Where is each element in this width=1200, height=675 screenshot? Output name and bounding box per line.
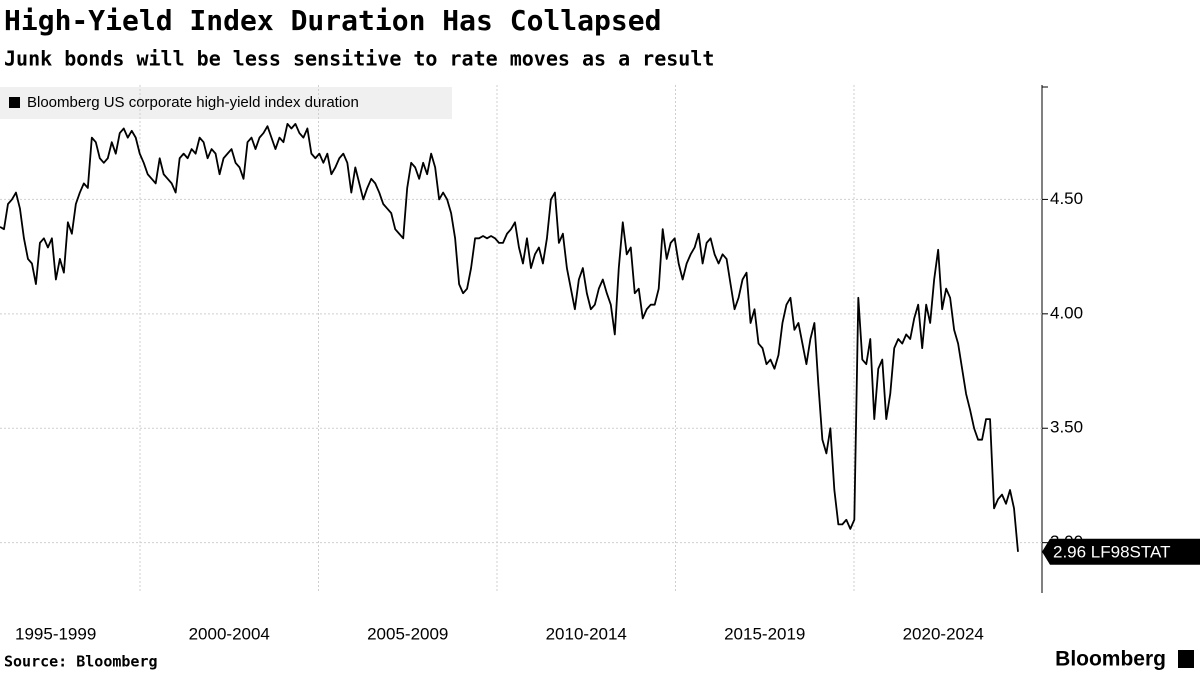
brand: Bloomberg [1055, 648, 1166, 671]
end-label: 2.96 LF98STAT [1042, 538, 1200, 565]
x-tick-label: 2005-2009 [367, 624, 448, 643]
chart-title: High-Yield Index Duration Has Collapsed [4, 4, 661, 37]
end-label-box [1042, 538, 1200, 565]
x-tick-label: 2010-2014 [546, 624, 627, 643]
chart-subtitle: Junk bonds will be less sensitive to rat… [4, 47, 714, 71]
legend-label: Bloomberg US corporate high-yield index … [27, 94, 359, 111]
line-series [0, 123, 1019, 552]
end-label-text: 2.96 LF98STAT [1053, 542, 1170, 561]
x-tick-label: 1995-1999 [15, 624, 96, 643]
legend-swatch [9, 97, 20, 108]
source: Source: Bloomberg [4, 653, 158, 671]
y-tick-label: 3.50 [1050, 418, 1083, 437]
legend-box [0, 87, 452, 119]
y-tick-label: 4.50 [1050, 189, 1083, 208]
brand-icon [1178, 650, 1194, 668]
y-tick-label: 4.00 [1050, 303, 1083, 322]
x-tick-label: 2020-2024 [903, 624, 984, 643]
x-tick-label: 2000-2004 [189, 624, 270, 643]
x-tick-label: 2015-2019 [724, 624, 805, 643]
